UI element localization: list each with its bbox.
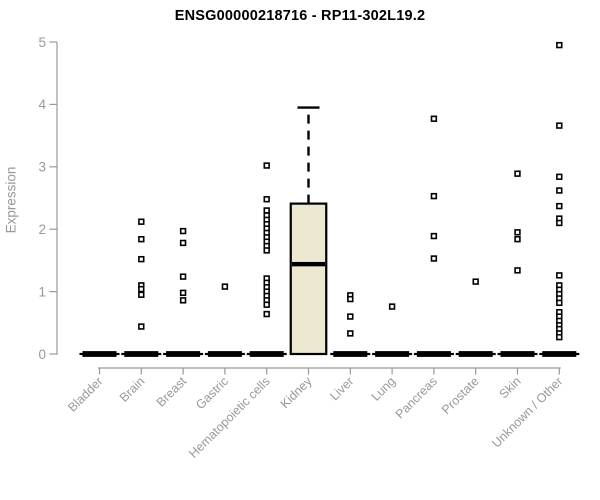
zero-median-bar	[542, 351, 577, 357]
data-point	[263, 247, 270, 254]
data-point	[556, 202, 563, 210]
data-point	[556, 187, 563, 194]
data-point	[263, 196, 270, 203]
data-point	[556, 122, 563, 129]
zero-median-bar	[500, 351, 535, 357]
zero-median-bar	[458, 351, 493, 357]
zero-median-bar	[249, 351, 284, 357]
zero-median-bar	[82, 351, 117, 357]
data-point	[138, 235, 145, 243]
data-point	[556, 41, 563, 49]
y-tick-label: 5	[38, 35, 46, 50]
zero-median-bar	[207, 351, 242, 357]
y-tick-label: 0	[38, 347, 46, 362]
data-point	[430, 232, 438, 240]
zero-median-bar	[166, 351, 201, 357]
data-point	[556, 299, 563, 307]
data-point	[430, 255, 438, 262]
x-category-label: Hematopoietic cells	[186, 374, 273, 461]
data-point	[347, 313, 354, 320]
data-point	[263, 207, 270, 214]
data-point	[347, 295, 354, 303]
data-point	[556, 173, 563, 180]
median-line	[291, 261, 326, 267]
data-point	[263, 310, 270, 318]
x-category-label: Kidney	[278, 374, 315, 411]
chart-title: ENSG00000218716 - RP11-302L19.2	[174, 8, 426, 24]
data-point	[138, 291, 145, 298]
x-category-label: Breast	[154, 374, 190, 410]
y-tick-label: 2	[38, 222, 46, 237]
y-tick-label: 4	[38, 97, 46, 112]
data-point	[263, 301, 270, 308]
data-point	[388, 303, 396, 310]
data-point	[179, 227, 187, 235]
box	[289, 202, 328, 356]
data-point	[556, 219, 563, 227]
x-category-label: Liver	[327, 374, 356, 403]
x-category-label: Lung	[369, 374, 399, 404]
x-category-label: Gastric	[193, 374, 231, 412]
y-tick-label: 1	[38, 284, 46, 299]
x-category-label: Skin	[497, 374, 524, 401]
data-point	[514, 170, 521, 177]
x-category-label: Brain	[117, 374, 148, 405]
data-point	[347, 330, 354, 337]
data-point	[472, 278, 479, 285]
data-point	[514, 235, 521, 243]
data-point	[138, 255, 145, 263]
data-point	[556, 272, 563, 279]
data-point	[556, 333, 563, 341]
x-category-label: Prostate	[439, 374, 482, 417]
y-tick-label: 3	[38, 160, 46, 175]
data-point	[514, 267, 521, 274]
x-category-label: Unknown / Other	[489, 374, 565, 450]
data-point	[138, 285, 145, 293]
zero-median-bar	[333, 351, 368, 357]
data-point	[430, 192, 438, 200]
data-point	[138, 218, 145, 225]
data-point	[221, 283, 229, 290]
data-point	[514, 229, 521, 236]
zero-median-bar	[124, 351, 159, 357]
data-point	[430, 115, 438, 122]
data-point	[138, 323, 145, 330]
data-point	[179, 273, 187, 280]
data-point	[179, 239, 187, 247]
zero-median-bar	[416, 351, 451, 357]
data-point	[263, 162, 270, 169]
x-category-label: Bladder	[65, 374, 105, 414]
data-point	[179, 297, 187, 304]
data-point	[179, 289, 187, 297]
x-category-label: Pancreas	[393, 374, 440, 421]
zero-median-bar	[375, 351, 410, 357]
